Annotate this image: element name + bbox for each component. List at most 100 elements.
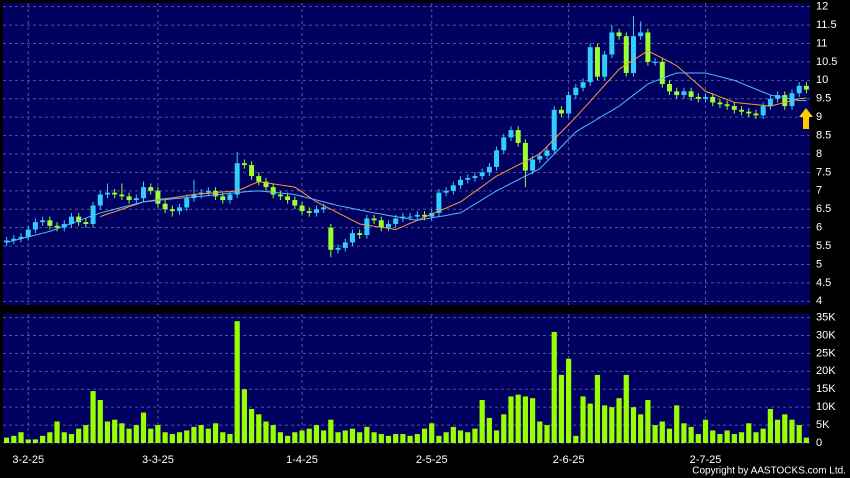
candle-body [666,84,672,92]
y-tick-label: 20K [816,365,836,377]
volume-bar [681,423,687,443]
candle-body [205,190,211,193]
volume-bar [537,421,543,443]
candle-body [602,54,608,77]
candle-body [90,205,96,224]
candle-body [767,98,773,107]
candle-body [313,209,319,213]
volume-bar [702,419,709,443]
candle-body [40,220,46,223]
volume-bar [18,432,24,443]
volume-bar [97,400,103,443]
volume-bar [623,374,629,443]
volume-bar [112,419,118,443]
candle-body [674,91,680,96]
volume-bar [321,430,327,443]
candle-body [796,85,802,94]
marker-arrow [799,108,813,129]
volume-bar [184,430,190,443]
volume-bar [90,391,96,443]
volume-bar [342,430,348,443]
y-tick-label: 9.5 [816,93,831,105]
volume-bar [674,405,680,443]
y-tick-label: 11 [816,37,827,49]
candle-body [645,32,651,62]
volume-bar [652,425,658,443]
candle-body [83,222,89,224]
volume-bar [421,428,428,443]
candle-body [141,187,147,199]
y-tick-label: 10K [816,401,836,413]
candle-body [573,87,579,96]
volume-bar [285,435,291,443]
candle-body [551,109,557,151]
candle-body [630,36,636,73]
volume-bar [529,398,536,443]
volume-bar [126,428,132,443]
candle-body [357,233,363,236]
volume-bar [299,430,305,443]
volume-bar [306,428,312,443]
candle-body [472,176,478,178]
candle-body [544,150,550,156]
y-tick-label: 25K [816,347,836,359]
candle-body [155,190,161,204]
volume-bar [666,428,673,443]
volume-bar [472,428,478,443]
candle-body [703,96,709,99]
volume-bar [803,437,809,443]
y-tick-label: 7 [816,185,822,197]
candle-body [782,95,788,107]
candle-body [335,247,341,250]
candle-body [414,214,420,217]
volume-bar [357,432,363,443]
candle-body [753,113,759,116]
volume-bar [515,394,521,443]
candle-body [292,200,298,206]
x-tick-label: 2-7-25 [690,454,722,466]
candle-body [688,91,694,97]
volume-bar [465,432,471,443]
candle-body [587,47,593,83]
candle-body [4,240,10,243]
candle-body [306,211,312,213]
y-tick-label: 4.5 [816,277,831,289]
candle-body [501,137,507,151]
y-tick-label: 10 [816,74,828,86]
volume-bar [104,421,111,443]
candle-body [594,47,600,77]
candle-body [717,102,723,105]
candle-body [328,227,334,250]
volume-bar [508,396,514,443]
candle-body [422,214,428,217]
volume-bar [645,400,651,443]
candle-body [378,220,384,228]
volume-bar [796,425,802,443]
y-tick-label: 12 [816,1,828,13]
volume-bar [364,426,370,443]
volume-bar [47,432,53,443]
volume-bar [292,432,298,443]
volume-bar [155,425,161,443]
y-tick-label: 5.5 [816,240,831,252]
volume-bar [630,407,637,443]
candle-body [364,218,370,236]
candle-body [566,95,572,114]
volume-bar [616,398,622,443]
candle-body [724,104,730,107]
volume-bar [277,432,284,443]
y-tick-label: 5K [816,419,830,431]
candle-body [681,91,687,96]
volume-bar [191,426,197,443]
y-tick-label: 35K [816,311,836,323]
candle-body [342,242,348,248]
volume-bar [695,434,701,443]
volume-bar [371,432,377,443]
candle-body [710,96,716,103]
candle-body [277,194,283,197]
volume-bar [4,437,10,443]
volume-bar [450,426,456,443]
volume-bar [587,403,593,443]
volume-bar [54,421,60,443]
